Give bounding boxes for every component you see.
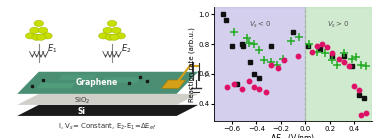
Polygon shape <box>101 77 140 83</box>
Circle shape <box>107 20 117 26</box>
Polygon shape <box>58 75 97 80</box>
Text: I, V$_s$= Constant, E$_2$-E$_1$=$\Delta$E$_{ef}$: I, V$_s$= Constant, E$_2$-E$_1$=$\Delta$… <box>58 122 157 132</box>
Circle shape <box>25 33 35 39</box>
Polygon shape <box>17 72 198 94</box>
Text: $E_2$: $E_2$ <box>121 42 131 55</box>
Polygon shape <box>17 105 198 116</box>
Polygon shape <box>37 83 75 88</box>
Circle shape <box>99 33 108 39</box>
Text: Si: Si <box>78 107 86 116</box>
Text: $E_1$: $E_1$ <box>47 42 58 55</box>
Circle shape <box>43 33 52 39</box>
X-axis label: $\Delta E_{ef}$ (V/nm): $\Delta E_{ef}$ (V/nm) <box>270 133 316 138</box>
FancyBboxPatch shape <box>0 0 215 138</box>
Circle shape <box>103 27 113 33</box>
Y-axis label: Reaction rate (arb.u.): Reaction rate (arb.u.) <box>189 27 195 102</box>
Circle shape <box>110 34 119 40</box>
Circle shape <box>36 34 46 40</box>
Bar <box>305 7 372 121</box>
Circle shape <box>32 34 41 40</box>
Text: $V_s<0$: $V_s<0$ <box>249 20 271 30</box>
Text: $V_s$: $V_s$ <box>203 71 211 80</box>
Circle shape <box>116 33 125 39</box>
Bar <box>214 7 305 121</box>
Circle shape <box>38 27 48 33</box>
Polygon shape <box>161 80 185 88</box>
Polygon shape <box>17 94 198 105</box>
Text: SiO$_2$: SiO$_2$ <box>74 96 90 106</box>
Text: $V_s>0$: $V_s>0$ <box>327 20 349 30</box>
Circle shape <box>105 34 115 40</box>
Circle shape <box>34 20 43 26</box>
Circle shape <box>30 27 39 33</box>
Circle shape <box>112 27 121 33</box>
Text: Graphene: Graphene <box>76 78 118 87</box>
